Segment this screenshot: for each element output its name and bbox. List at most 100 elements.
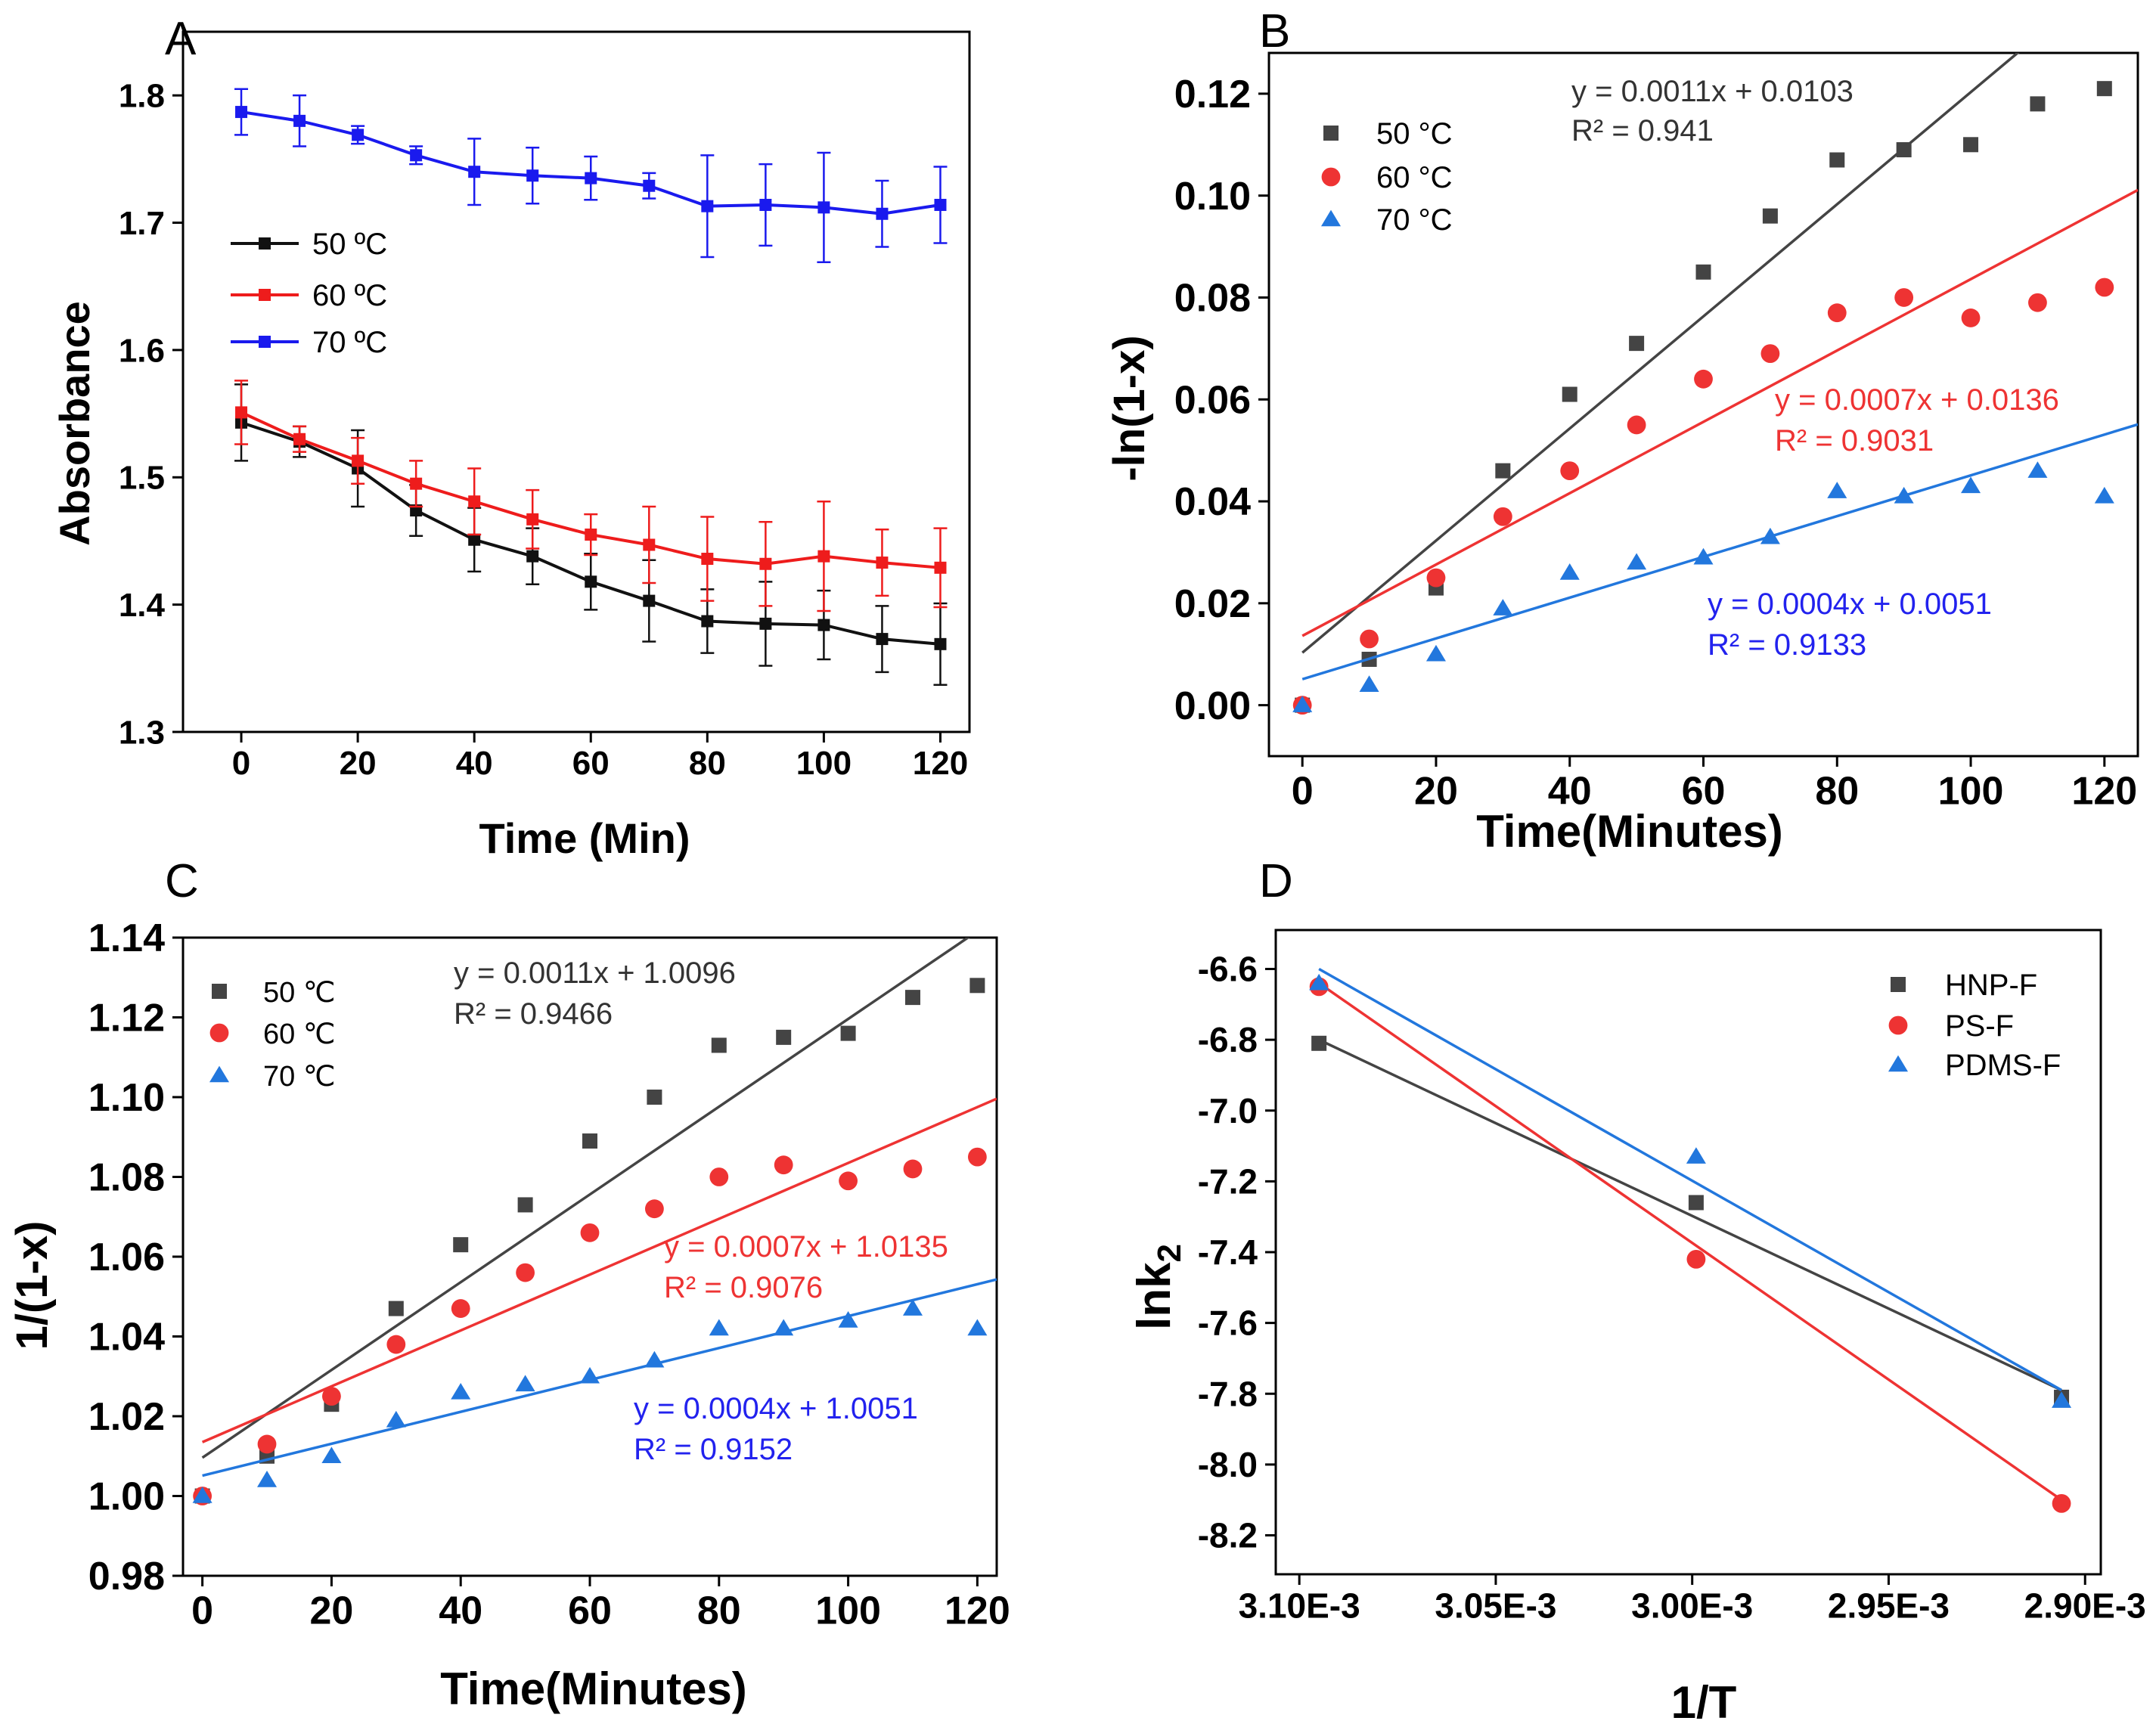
chart-c-ytick-label: 0.98	[88, 1555, 165, 1598]
chart-a-series-1-point	[817, 619, 830, 631]
chart-b-series-1-point	[1495, 463, 1511, 479]
chart-b-series-3-point	[1292, 696, 1313, 712]
chart-b-series-2-point	[2028, 293, 2047, 312]
chart-c-series-2-point	[516, 1263, 535, 1282]
chart-a-series-3-point	[701, 200, 714, 212]
chart-b-series-1-point	[1629, 336, 1645, 352]
chart-d-legend-marker	[1888, 1015, 1908, 1035]
chart-c-series-1-point	[904, 990, 920, 1006]
chart-a-legend-label: 60 ºC	[312, 279, 387, 312]
chart-d-series-1-point	[1311, 1035, 1327, 1051]
chart-b-xtick-label: 20	[1414, 769, 1458, 813]
chart-c-series-3-point	[644, 1350, 665, 1368]
chart-a-series-3-point	[643, 179, 656, 192]
chart-b-series-2-point	[1760, 344, 1780, 364]
chart-a-series-3-point	[468, 166, 481, 178]
panel-a: A Time (Min) Absorbance 0 20 40 60 80 100 120 1…	[0, 0, 1078, 864]
chart-d-xlabel: 1/T	[1671, 1677, 1737, 1727]
chart-d-legend-label: PDMS-F	[1945, 1049, 2061, 1082]
chart-a-ytick-label: 1.4	[119, 587, 166, 624]
chart-c-series-2-point	[644, 1199, 664, 1219]
chart-c-legend-marker	[209, 1023, 229, 1043]
chart-a-xtick-label: 80	[689, 745, 726, 782]
chart-b-xtick-label: 80	[1815, 769, 1859, 813]
chart-a-series-1-point	[876, 633, 889, 646]
chart-b-xtick-label: 100	[1938, 769, 2004, 813]
chart-b-series-3-fit-line	[1301, 423, 2138, 681]
chart-a-legend-marker	[259, 336, 271, 348]
chart-d-series-3-point	[1309, 973, 1329, 991]
chart-b-xtick-label: 60	[1682, 769, 1726, 813]
chart-c-xtick-label: 80	[697, 1589, 741, 1632]
chart-a-ytick-label: 1.3	[119, 714, 165, 751]
chart-c-fit-equation: y = 0.0007x + 1.0135	[664, 1230, 948, 1263]
chart-c-ytick-label: 1.00	[88, 1475, 165, 1519]
chart-c-series-2-point	[451, 1299, 470, 1318]
panel-label-c: C	[165, 864, 199, 907]
chart-a-series-2-point	[235, 406, 248, 419]
chart-b-series-2-point	[1694, 369, 1713, 389]
chart-b-series-2-point	[1426, 568, 1446, 588]
chart-b-marks	[1292, 53, 2138, 715]
chart-c-legend-marker	[212, 984, 227, 999]
chart-a-series-2-point	[643, 538, 656, 551]
chart-b-series-2-point	[1627, 415, 1646, 435]
chart-b-series-1-fit-line	[1301, 53, 2020, 654]
chart-c-series-3-point	[967, 1319, 988, 1336]
chart-c-series-2-point	[774, 1155, 793, 1175]
chart-c-xtick-label: 20	[309, 1589, 353, 1632]
chart-b-series-3-point	[1425, 644, 1446, 662]
chart-d-series-2-point	[1686, 1249, 1706, 1269]
chart-b-series-3-point	[1627, 553, 1647, 570]
chart-d-series-1-point	[1688, 1195, 1704, 1211]
chart-b-series-1-point	[2030, 96, 2046, 112]
chart-b-legend-marker	[1321, 167, 1341, 187]
chart-a-series-1-point	[643, 594, 656, 607]
chart-d-xtick-label: 3.05E-3	[1435, 1586, 1556, 1626]
chart-d-ytick-label: -7.8	[1198, 1374, 1258, 1413]
chart-c-marks	[192, 938, 997, 1505]
chart-c-series-1-point	[969, 978, 985, 994]
chart-d-ytick-label: -6.6	[1198, 950, 1258, 989]
panel-label-a: A	[165, 13, 197, 65]
chart-a-series-2-point	[876, 557, 889, 569]
chart-b-ytick-label: 0.08	[1174, 277, 1251, 321]
chart-b-legend-marker	[1320, 209, 1342, 227]
chart-b-fit-equation: y = 0.0004x + 0.0051	[1708, 588, 1992, 621]
chart-c-xtick-label: 0	[191, 1589, 213, 1632]
chart-b-series-1-point	[2096, 81, 2112, 97]
chart-d-series-3-point	[2052, 1391, 2072, 1408]
chart-c-series-3-point	[774, 1319, 794, 1336]
chart-c-fit-r2: R² = 0.9076	[664, 1271, 823, 1304]
chart-c-xtick-label: 120	[945, 1589, 1010, 1632]
chart-c-series-3-point	[515, 1375, 535, 1392]
chart-b-plot: 0 20 40 60 80 100 120 0.00 0.02 0.04 0.06 0.08 0.10 0…	[1174, 51, 2139, 813]
chart-b-series-3-point	[1961, 476, 1981, 494]
chart-c-series-1-point	[776, 1029, 792, 1045]
chart-b-legend-marker	[1323, 126, 1339, 141]
panel-b: B Time(Minutes) -ln(1-x) 0 20 40 60 80 100 120…	[1078, 0, 2156, 864]
chart-a-series-3-point	[759, 198, 772, 211]
chart-c-ytick-label: 1.02	[88, 1395, 165, 1439]
chart-b-fit-equation: y = 0.0011x + 0.0103	[1571, 75, 1854, 108]
chart-b-series-3-point	[1559, 563, 1580, 580]
chart-d-ytick-label: -7.6	[1198, 1304, 1258, 1343]
chart-b-series-2-point	[1360, 629, 1379, 649]
panel-label-d: D	[1259, 864, 1293, 907]
chart-d-ylabel-sub: 2	[1151, 1244, 1188, 1262]
chart-a-xtick-label: 100	[796, 745, 852, 782]
chart-c-series-3-point	[451, 1382, 471, 1400]
chart-a-series-2-point	[585, 529, 597, 541]
chart-a-xtick-label: 0	[232, 745, 250, 782]
chart-c-xtick-label: 40	[439, 1589, 482, 1632]
chart-a-xtick-label: 40	[456, 745, 493, 782]
chart-b-series-2-point	[1894, 288, 1914, 307]
chart-d-svg: D 1/T lnk2 3.10E-3 3.05E-3 3.00E-3 2.95E-3 2…	[1128, 864, 2146, 1727]
chart-d-legend-marker	[1891, 977, 1906, 992]
chart-a-series-2-point	[410, 477, 423, 490]
chart-d-xtick-label: 3.10E-3	[1239, 1586, 1360, 1626]
chart-b-xtick-label: 0	[1292, 769, 1314, 813]
chart-a-series-3-point	[934, 198, 947, 211]
chart-a-svg: A Time (Min) Absorbance 0 20 40 60 80 100 120 1…	[51, 13, 971, 862]
panel-label-b: B	[1259, 5, 1290, 57]
